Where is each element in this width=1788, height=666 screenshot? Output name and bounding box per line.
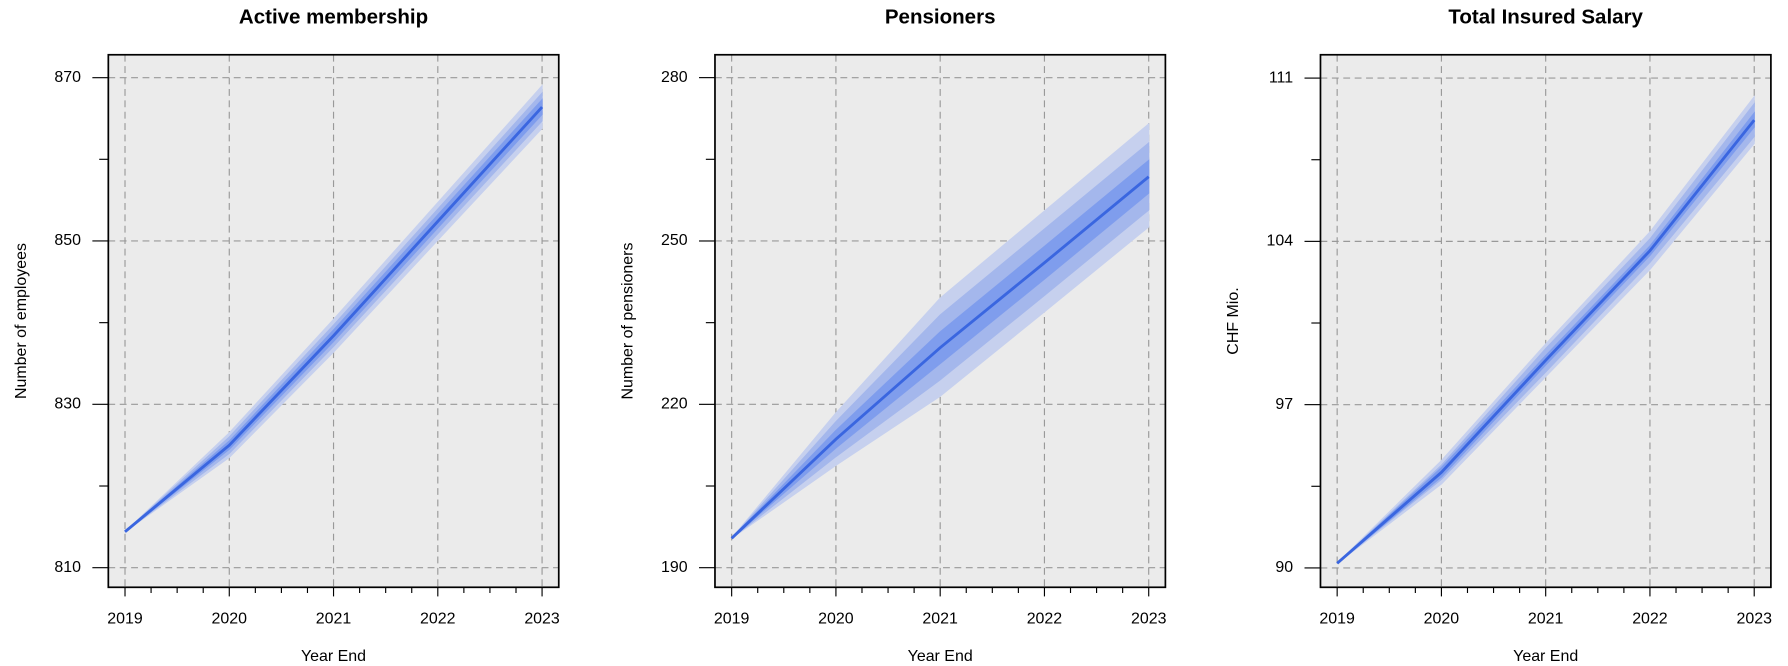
y-tick-label: 830: [54, 396, 81, 413]
y-tick-label: 810: [54, 559, 81, 576]
x-tick-label: 2021: [1528, 610, 1564, 627]
y-tick-label: 870: [54, 69, 81, 86]
y-axis-label: Number of employees: [13, 243, 30, 399]
chart-title: Pensioners: [885, 6, 996, 29]
y-tick-label: 111: [1269, 69, 1293, 86]
x-tick-label: 2020: [818, 610, 854, 627]
x-tick-label: 2022: [420, 610, 456, 627]
y-tick-label: 250: [661, 232, 688, 249]
x-axis-label: Year End: [1513, 648, 1578, 665]
plot-border: [714, 53, 1167, 589]
median-line: [1336, 119, 1756, 565]
x-tick-label: 2023: [1131, 610, 1167, 627]
median-line: [730, 175, 1150, 540]
x-axis-label: Year End: [908, 648, 973, 665]
chart-title: Total Insured Salary: [1448, 6, 1643, 29]
y-axis-label: Number of pensioners: [620, 243, 637, 400]
x-tick-label: 2023: [1736, 610, 1772, 627]
y-tick-label: 190: [661, 559, 688, 576]
y-tick-label: 90: [1275, 559, 1293, 576]
x-axis-label: Year End: [301, 648, 366, 665]
x-tick-label: 2021: [922, 610, 958, 627]
y-tick-label: 220: [661, 396, 688, 413]
x-tick-label: 2020: [212, 610, 248, 627]
median-line: [124, 106, 544, 533]
x-tick-label: 2020: [1424, 610, 1460, 627]
chart-title: Active membership: [239, 6, 428, 29]
x-tick-label: 2021: [316, 610, 352, 627]
y-tick-label: 280: [661, 69, 688, 86]
x-tick-label: 2022: [1632, 610, 1668, 627]
y-tick-label: 850: [54, 232, 81, 249]
y-axis-label: CHF Mio.: [1225, 287, 1242, 354]
x-tick-label: 2019: [107, 610, 143, 627]
x-tick-label: 2019: [714, 610, 750, 627]
x-tick-label: 2023: [524, 610, 560, 627]
y-tick-label: 104: [1266, 233, 1293, 250]
y-tick-label: 97: [1275, 396, 1293, 413]
x-tick-label: 2019: [1319, 610, 1355, 627]
plot-border: [107, 53, 560, 589]
plot-border: [1319, 53, 1772, 589]
x-tick-label: 2022: [1027, 610, 1063, 627]
